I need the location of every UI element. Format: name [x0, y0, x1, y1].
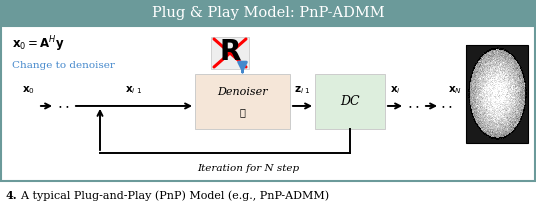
Text: Denoiser: Denoiser	[217, 87, 268, 97]
Text: $\cdot$: $\cdot$	[57, 99, 63, 113]
Text: $\cdot$: $\cdot$	[64, 99, 70, 113]
Bar	[1, 26, 535, 181]
Bar	[195, 74, 290, 129]
Text: $\mathbf{R}$: $\mathbf{R}$	[219, 39, 241, 66]
Text: A typical Plug-and-Play (PnP) Model (e.g., PnP-ADMM): A typical Plug-and-Play (PnP) Model (e.g…	[14, 190, 329, 201]
Text: Iteration for N step: Iteration for N step	[197, 164, 299, 174]
Text: $\mathbf{x}_{i}$: $\mathbf{x}_{i}$	[390, 84, 400, 96]
Text: Change to denoiser: Change to denoiser	[12, 61, 115, 70]
Bar	[315, 74, 385, 129]
FancyBboxPatch shape	[211, 37, 249, 69]
Text: $\mathbf{x}_0$: $\mathbf{x}_0$	[21, 84, 34, 96]
Bar	[0, 0, 536, 26]
Text: $\cdot$: $\cdot$	[441, 99, 445, 113]
Text: $\mathbf{x}_{i\ 1}$: $\mathbf{x}_{i\ 1}$	[125, 84, 143, 96]
Text: $\mathbf{z}_{i\ 1}$: $\mathbf{z}_{i\ 1}$	[294, 84, 311, 96]
Text: $\mathbf{x}_0 = \mathbf{A}^H\mathbf{y}$: $\mathbf{x}_0 = \mathbf{A}^H\mathbf{y}$	[12, 34, 65, 54]
Text: $\cdot$: $\cdot$	[414, 99, 420, 113]
Bar	[466, 45, 528, 143]
Text: $\cdot$: $\cdot$	[407, 99, 413, 113]
Text: $\mathbf{x}_N$: $\mathbf{x}_N$	[448, 84, 462, 96]
Text: DC: DC	[340, 95, 360, 108]
Text: 4.: 4.	[5, 190, 17, 201]
Text: $\cdot$: $\cdot$	[448, 99, 452, 113]
Text: 🔒: 🔒	[240, 107, 245, 118]
Text: Plug & Play Model: PnP-ADMM: Plug & Play Model: PnP-ADMM	[152, 6, 384, 20]
